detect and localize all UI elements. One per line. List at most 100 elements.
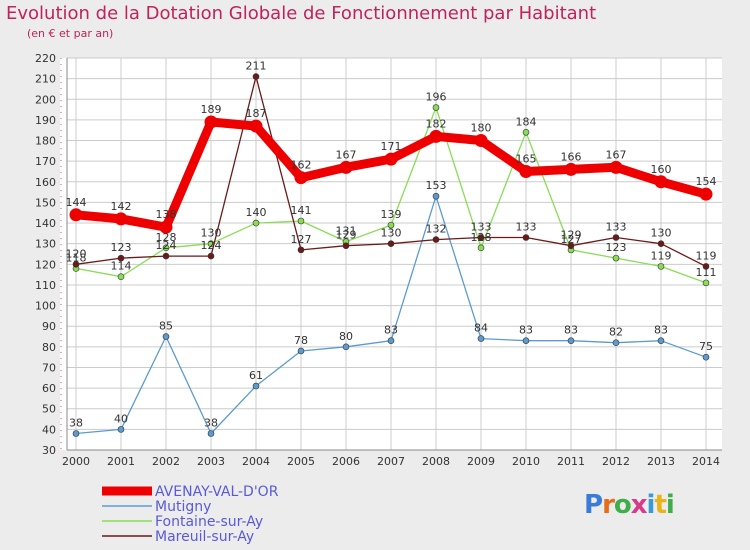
data-label: 61 — [249, 369, 263, 382]
data-point — [252, 73, 260, 80]
data-label: 123 — [606, 241, 627, 254]
y-tick-label: 180 — [35, 135, 56, 148]
data-point — [69, 208, 83, 222]
x-tick-label: 2007 — [377, 455, 405, 468]
y-tick-label: 70 — [42, 361, 56, 374]
y-tick-label: 210 — [35, 73, 56, 86]
legend-label-2: Fontaine-sur-Ay — [155, 514, 263, 530]
data-point — [519, 164, 533, 178]
data-point — [432, 236, 440, 243]
x-tick-label: 2014 — [692, 455, 720, 468]
data-point — [429, 129, 443, 143]
data-label: 138 — [156, 208, 177, 221]
data-label: 38 — [204, 416, 218, 429]
data-label: 133 — [471, 220, 492, 233]
data-point — [252, 382, 260, 390]
data-label: 167 — [606, 148, 627, 161]
data-label: 83 — [654, 324, 668, 337]
data-point — [117, 426, 125, 433]
chart-subtitle: (en € et par an) — [27, 27, 114, 40]
x-tick-label: 2001 — [107, 455, 135, 468]
legend-label-1: Mutigny — [155, 499, 211, 515]
data-label: 171 — [381, 140, 402, 153]
data-label: 38 — [69, 416, 83, 429]
data-label: 128 — [471, 231, 492, 244]
y-tick-label: 50 — [42, 403, 56, 416]
data-label: 154 — [696, 175, 717, 188]
data-label: 160 — [651, 163, 672, 176]
y-tick-label: 60 — [42, 382, 56, 395]
data-label: 141 — [291, 204, 312, 217]
data-label: 83 — [519, 324, 533, 337]
data-point — [117, 254, 125, 262]
data-label: 127 — [291, 233, 312, 246]
data-label: 153 — [426, 179, 447, 192]
data-label: 120 — [66, 247, 87, 260]
logo-letter: i — [665, 490, 675, 520]
plot-area-margin — [60, 58, 67, 450]
data-point — [474, 134, 488, 148]
data-label: 124 — [201, 239, 222, 252]
data-point — [657, 263, 665, 270]
data-label: 82 — [609, 326, 623, 339]
data-label: 165 — [516, 152, 537, 165]
data-label: 83 — [384, 324, 398, 337]
data-label: 80 — [339, 330, 353, 343]
data-label: 83 — [564, 324, 578, 337]
x-tick-label: 2006 — [332, 455, 360, 468]
plot-area — [67, 58, 722, 450]
data-point — [699, 187, 713, 201]
data-point — [294, 171, 308, 185]
x-tick-label: 2008 — [422, 455, 450, 468]
legend-label-0: AVENAY-VAL-D'OR — [155, 484, 279, 500]
data-label: 127 — [561, 233, 582, 246]
y-tick-label: 160 — [35, 176, 56, 189]
data-point — [702, 279, 710, 287]
data-point — [657, 337, 665, 344]
data-point — [522, 234, 530, 241]
data-point — [384, 152, 398, 166]
y-tick-label: 140 — [35, 217, 56, 230]
data-point — [159, 220, 173, 234]
data-label: 130 — [381, 227, 402, 240]
data-label: 132 — [426, 223, 447, 236]
legend-label-3: Mareuil-sur-Ay — [155, 529, 254, 545]
data-label: 133 — [606, 220, 627, 233]
y-tick-label: 190 — [35, 114, 56, 127]
y-tick-label: 170 — [35, 155, 56, 168]
data-point — [207, 430, 215, 437]
data-label: 139 — [381, 208, 402, 221]
x-tick-label: 2010 — [512, 455, 540, 468]
data-label: 211 — [246, 60, 267, 73]
data-label: 196 — [426, 91, 447, 104]
y-tick-label: 40 — [42, 423, 56, 436]
x-tick-label: 2003 — [197, 455, 225, 468]
y-tick-label: 30 — [42, 444, 56, 457]
data-label: 85 — [159, 320, 173, 333]
logo-letter: r — [602, 490, 615, 520]
data-label: 162 — [291, 159, 312, 172]
y-tick-label: 80 — [42, 341, 56, 354]
data-point — [387, 221, 395, 229]
data-label: 124 — [156, 239, 177, 252]
data-point — [477, 335, 485, 342]
data-label: 142 — [111, 200, 132, 213]
data-point — [162, 333, 170, 340]
data-point — [702, 263, 710, 270]
data-point — [612, 254, 620, 262]
data-point — [72, 430, 80, 437]
data-label: 180 — [471, 122, 492, 135]
data-label: 129 — [336, 229, 357, 242]
data-label: 130 — [651, 227, 672, 240]
data-label: 182 — [426, 117, 447, 130]
data-point — [342, 242, 350, 250]
data-label: 167 — [336, 148, 357, 161]
x-tick-label: 2012 — [602, 455, 630, 468]
x-tick-label: 2011 — [557, 455, 585, 468]
y-tick-label: 100 — [35, 300, 56, 313]
data-point — [297, 347, 305, 355]
data-point — [612, 234, 620, 241]
data-label: 119 — [696, 249, 717, 262]
